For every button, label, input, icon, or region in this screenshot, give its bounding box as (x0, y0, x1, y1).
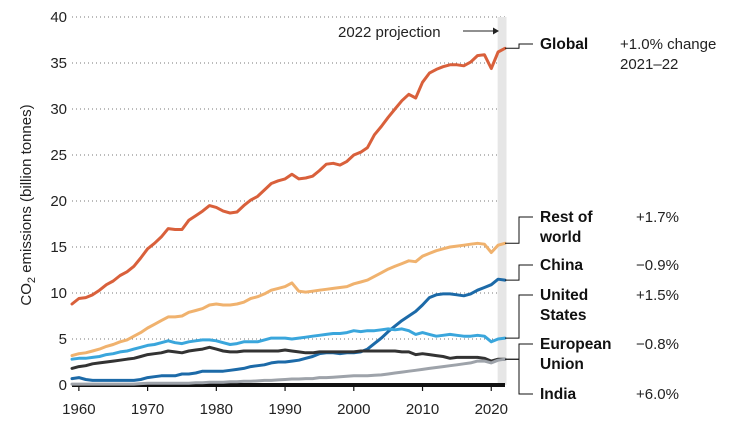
leader-line-european-union (505, 343, 533, 360)
y-tick-label: 5 (59, 331, 67, 348)
y-axis-label-post: emissions (billion tonnes) (18, 104, 35, 277)
series-name-china: China (540, 257, 583, 274)
leader-line-global (505, 43, 533, 49)
y-tick-label: 25 (50, 147, 67, 164)
series-change-china: −0.9% (636, 257, 679, 274)
leader-line-united-states (505, 294, 533, 339)
x-tick-label: 2000 (337, 401, 370, 418)
series-change-european-union: −0.8% (636, 336, 679, 353)
projection-band (497, 17, 507, 385)
series-name-european-union: European (540, 336, 611, 353)
series-line-rest-of-world (70, 241, 507, 358)
series-line-united-states (70, 327, 507, 361)
series-line-china (70, 277, 507, 382)
y-axis-label-pre: CO (18, 283, 35, 306)
y-tick-label: 15 (50, 239, 67, 256)
series-name-united-states: States (540, 307, 587, 324)
x-tick-label: 1990 (268, 401, 301, 418)
leader-line-rest-of-world (505, 216, 533, 244)
leader-line-india (505, 358, 533, 395)
y-tick-label: 10 (50, 285, 67, 302)
x-tick-label: 1970 (131, 401, 164, 418)
y-tick-label: 0 (59, 377, 67, 394)
series-line-india (70, 357, 507, 386)
x-tick-label: 1960 (62, 401, 95, 418)
series-labels: Global +1.0% change 2021–22 Rest of world +1.… (505, 36, 716, 403)
series-change-global: 2021–22 (620, 56, 678, 73)
projection-arrow-head (493, 27, 499, 35)
y-tick-label: 30 (50, 101, 67, 118)
y-tick-label: 20 (50, 193, 67, 210)
series-name-rest-of-world: Rest of (540, 209, 593, 226)
series-line-european-union (70, 345, 507, 370)
series-name-india: India (540, 386, 577, 403)
series-change-united-states: +1.5% (636, 287, 679, 304)
x-tick-label: 2010 (406, 401, 439, 418)
series-lines (70, 46, 507, 386)
y-axis-label-sub: 2 (26, 277, 38, 283)
leader-line-china (505, 264, 533, 281)
y-tick-label: 35 (50, 55, 67, 72)
projection-band-layer (497, 17, 507, 385)
series-name-rest-of-world: world (539, 229, 581, 246)
y-tick-label: 40 (50, 9, 67, 26)
series-name-united-states: United (540, 287, 588, 304)
series-name-global: Global (540, 36, 588, 53)
series-name-european-union: Union (540, 356, 584, 373)
y-axis-label: CO2 emissions (billion tonnes) (18, 104, 38, 305)
x-tick-label: 1980 (200, 401, 233, 418)
projection-annotation: 2022 projection (338, 24, 441, 41)
gridlines (72, 16, 507, 385)
series-change-india: +6.0% (636, 386, 679, 403)
series-line-global (70, 46, 507, 306)
axes: 0 5 10 15 20 25 30 35 40 1960 1970 1980 1990 2000 2010… (50, 9, 508, 418)
series-change-rest-of-world: +1.7% (636, 209, 679, 226)
series-change-global: +1.0% change (620, 36, 716, 53)
x-tick-label: 2020 (475, 401, 508, 418)
